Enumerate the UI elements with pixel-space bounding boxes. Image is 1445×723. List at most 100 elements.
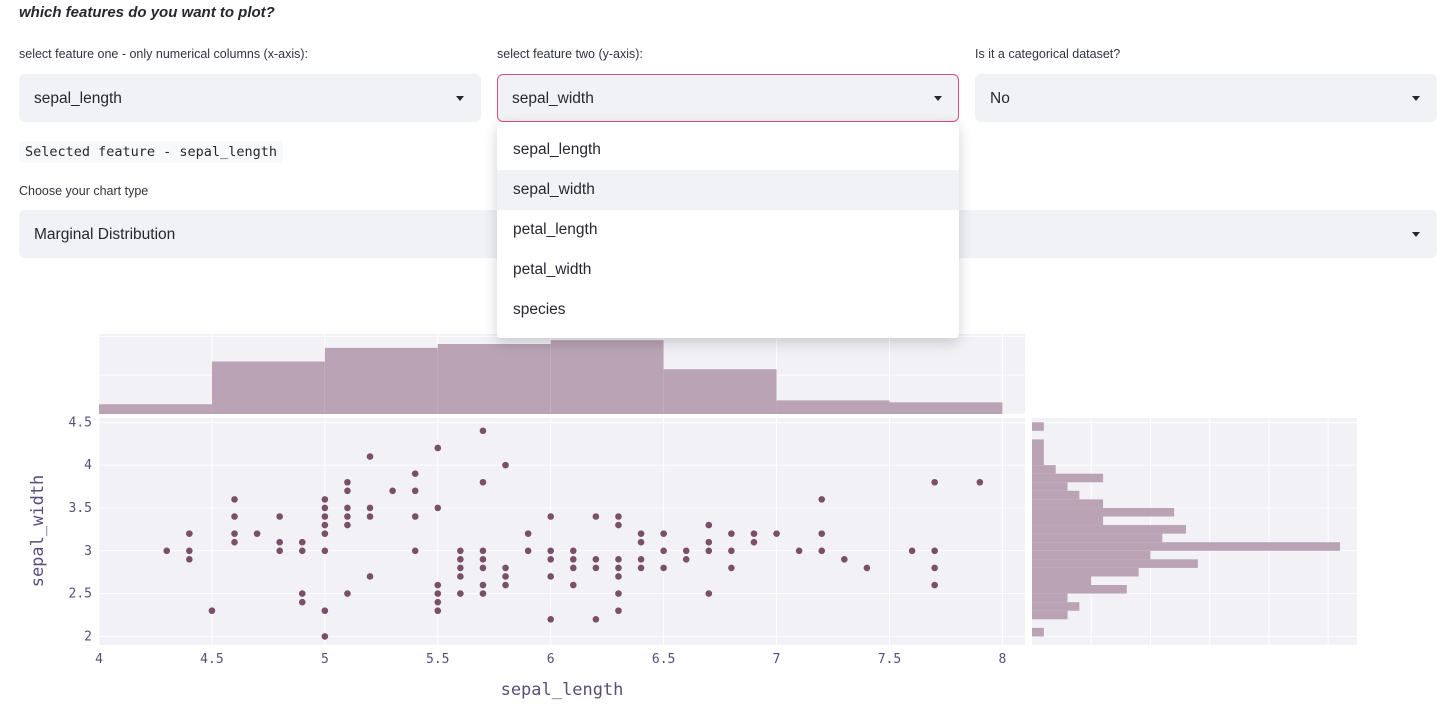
- scatter-point: [231, 538, 238, 546]
- feature-two-select[interactable]: sepal_width: [497, 74, 959, 122]
- scatter-point: [818, 547, 826, 555]
- scatter-point: [773, 530, 780, 537]
- right-histogram-bar: [1032, 585, 1127, 594]
- right-histogram-bar: [1032, 533, 1163, 543]
- scatter-point: [795, 547, 803, 555]
- scatter-point: [750, 530, 758, 537]
- scatter-point: [479, 556, 487, 563]
- scatter-point: [592, 556, 600, 563]
- scatter-point: [457, 547, 464, 555]
- scatter-point: [931, 581, 938, 589]
- right-histogram-bar: [1032, 422, 1044, 431]
- scatter-point: [411, 513, 419, 520]
- feature-one-value: sepal_length: [34, 90, 122, 107]
- scatter-point: [344, 487, 351, 495]
- feature-two-value: sepal_width: [512, 90, 594, 107]
- scatter-point: [457, 564, 464, 572]
- scatter-point: [344, 513, 351, 520]
- selected-feature-text: Selected feature - sepal_length: [19, 141, 283, 163]
- scatter-point: [298, 538, 306, 546]
- scatter-point: [615, 607, 622, 615]
- top-histogram-bar: [99, 404, 212, 414]
- scatter-point: [863, 564, 871, 572]
- x-tick-label: 8: [999, 652, 1007, 667]
- scatter-point: [321, 504, 329, 512]
- chart-type-value: Marginal Distribution: [34, 226, 176, 243]
- chevron-down-icon: [1412, 96, 1420, 101]
- x-tick-label: 7.5: [878, 652, 901, 667]
- page-heading: which features do you want to plot?: [19, 4, 275, 21]
- categorical-select[interactable]: No: [975, 74, 1437, 122]
- scatter-point: [298, 590, 306, 597]
- scatter-point: [592, 616, 600, 623]
- scatter-point: [163, 547, 171, 555]
- right-histogram-bar: [1032, 507, 1175, 517]
- scatter-point: [321, 521, 329, 529]
- scatter-point: [931, 478, 938, 486]
- chevron-down-icon: [1412, 232, 1420, 237]
- scatter-point: [366, 504, 374, 512]
- dropdown-option[interactable]: petal_width: [513, 261, 592, 278]
- x-tick-label: 6.5: [652, 652, 675, 667]
- scatter-point: [931, 547, 938, 555]
- scatter-point: [547, 616, 555, 623]
- scatter-point: [547, 556, 555, 563]
- scatter-point: [208, 607, 216, 615]
- right-histogram-bar: [1032, 559, 1198, 568]
- scatter-point: [321, 607, 329, 615]
- dropdown-option[interactable]: species: [513, 301, 566, 318]
- scatter-point: [366, 573, 374, 580]
- right-histogram-bar: [1032, 550, 1151, 560]
- scatter-point: [321, 547, 329, 555]
- scatter-point: [660, 564, 667, 572]
- scatter-point: [186, 556, 193, 563]
- scatter-point: [615, 513, 622, 520]
- scatter-point: [186, 547, 193, 555]
- scatter-point: [818, 496, 826, 503]
- scatter-point: [366, 453, 374, 460]
- chevron-down-icon: [456, 96, 464, 101]
- scatter-point: [502, 581, 509, 589]
- x-tick-label: 5.5: [426, 652, 449, 667]
- scatter-point: [479, 547, 487, 555]
- scatter-point: [389, 487, 396, 495]
- scatter-point: [615, 590, 622, 597]
- scatter-point: [479, 478, 487, 486]
- right-histogram-bar: [1032, 482, 1068, 491]
- scatter-point: [615, 556, 622, 563]
- scatter-point: [366, 513, 374, 520]
- right-histogram-bar: [1032, 610, 1068, 620]
- categorical-label: Is it a categorical dataset?: [975, 47, 1121, 61]
- scatter-point: [502, 573, 509, 580]
- scatter-point: [841, 556, 848, 563]
- dropdown-option[interactable]: petal_length: [513, 221, 598, 238]
- y-tick-label: 3.5: [69, 501, 92, 516]
- scatter-point: [457, 573, 464, 580]
- scatter-point: [615, 573, 622, 580]
- scatter-point: [818, 530, 826, 537]
- scatter-point: [728, 530, 735, 537]
- scatter-plot-area: [99, 418, 1025, 645]
- dropdown-option[interactable]: sepal_width: [497, 170, 959, 210]
- scatter-point: [637, 564, 645, 572]
- scatter-point: [592, 513, 600, 520]
- scatter-point: [569, 556, 577, 563]
- scatter-point: [411, 487, 419, 495]
- dropdown-option[interactable]: sepal_length: [513, 141, 601, 158]
- scatter-point: [660, 547, 667, 555]
- scatter-point: [637, 538, 645, 546]
- top-histogram-bar: [324, 347, 438, 414]
- right-histogram-bar: [1032, 516, 1104, 526]
- scatter-point: [344, 478, 351, 486]
- x-tick-label: 7: [773, 652, 781, 667]
- scatter-point: [615, 521, 622, 529]
- scatter-point: [411, 470, 419, 477]
- y-tick-label: 3: [84, 544, 92, 559]
- chevron-down-icon: [934, 96, 942, 101]
- scatter-point: [569, 564, 577, 572]
- right-histogram-bar: [1032, 542, 1340, 551]
- top-histogram-bar: [663, 369, 777, 414]
- scatter-point: [231, 496, 238, 503]
- feature-one-select[interactable]: sepal_length: [19, 74, 481, 122]
- right-histogram-bar: [1032, 499, 1104, 508]
